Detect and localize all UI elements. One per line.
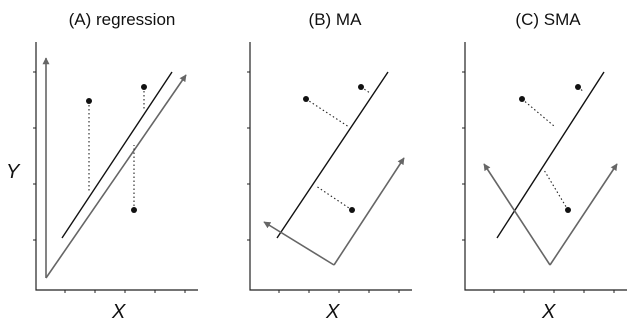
- y-ticks: [33, 71, 36, 241]
- y-ticks: [247, 71, 250, 241]
- x-axis-label: X: [111, 301, 126, 323]
- axis-arrow-diagonal: [45, 74, 187, 279]
- residual-line: [360, 86, 371, 94]
- panel-title: (C) SMA: [515, 10, 581, 29]
- data-point: [575, 84, 581, 90]
- panel-frame: [35, 42, 198, 291]
- residual-line: [315, 185, 353, 211]
- axis-arrow-right: [549, 163, 618, 266]
- panel-frame: [249, 42, 412, 291]
- panel-frame: [464, 42, 627, 291]
- panel-title: (A) regression: [69, 10, 176, 29]
- data-point: [141, 84, 147, 90]
- residual-line: [521, 98, 555, 127]
- x-ticks: [493, 290, 615, 293]
- y-axis-label: Y: [6, 161, 21, 183]
- data-point: [358, 84, 364, 90]
- panel-regression: (A) regression X: [33, 10, 198, 323]
- panel-ma: (B) MA X: [247, 10, 412, 323]
- panel-title: (B) MA: [309, 10, 363, 29]
- axis-arrow-left: [263, 221, 335, 266]
- x-axis-label: X: [325, 301, 340, 323]
- fitted-line: [276, 71, 389, 239]
- y-ticks: [462, 71, 465, 241]
- x-ticks: [64, 290, 186, 293]
- data-point: [519, 96, 525, 102]
- data-point: [303, 96, 309, 102]
- x-axis-label: X: [541, 301, 556, 323]
- data-point: [86, 98, 92, 104]
- data-point: [131, 207, 137, 213]
- data-point: [565, 207, 571, 213]
- axis-arrow-right: [333, 157, 405, 266]
- panel-sma: (C) SMA X: [462, 10, 627, 323]
- fitted-line: [61, 71, 173, 239]
- x-ticks: [278, 290, 400, 293]
- residual-line: [543, 169, 569, 211]
- axis-arrow-left: [483, 163, 551, 266]
- fitted-line: [496, 71, 605, 239]
- residual-line: [305, 98, 350, 128]
- data-point: [349, 207, 355, 213]
